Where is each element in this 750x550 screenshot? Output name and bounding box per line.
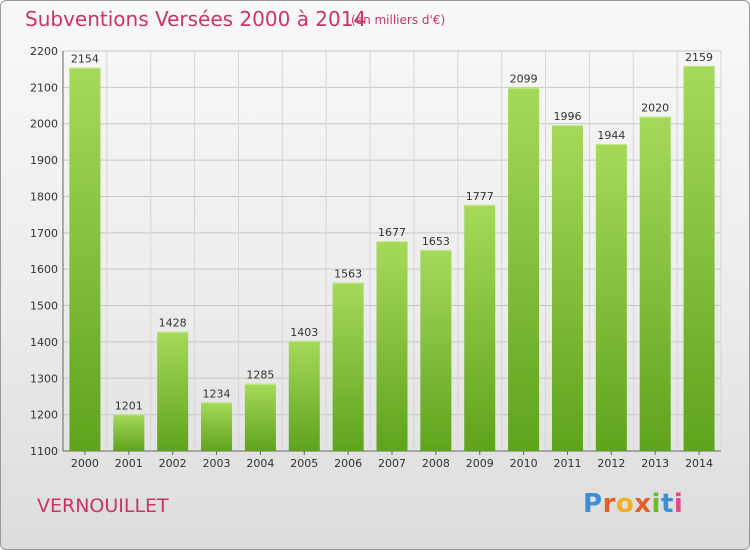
data-labels: 2154 1201 1428 1234 1285 1403 1563 1677 1653 1777… [71, 51, 713, 412]
y-tick-label: 1700 [30, 227, 58, 240]
x-tick-label: 2007 [378, 457, 406, 470]
data-label: 2099 [510, 73, 538, 86]
x-tick-label: 2013 [641, 457, 669, 470]
bar [69, 67, 101, 452]
data-label: 1677 [378, 226, 406, 239]
y-tick-label: 1800 [30, 190, 58, 203]
x-tick-label: 2002 [159, 457, 187, 470]
y-tick-label: 2000 [30, 118, 58, 131]
x-tick-label: 2001 [115, 457, 143, 470]
data-label: 1201 [115, 399, 143, 412]
x-tick-label: 2005 [290, 457, 318, 470]
y-tick-label: 1400 [30, 336, 58, 349]
x-tick-label: 2006 [334, 457, 362, 470]
bar [113, 414, 145, 451]
logo-letter: x [634, 489, 652, 519]
bar [201, 402, 233, 451]
y-tick-label: 1900 [30, 154, 58, 167]
y-tick-label: 1500 [30, 300, 58, 313]
data-label: 1944 [597, 129, 625, 142]
bar [376, 241, 408, 451]
bar [420, 249, 452, 451]
logo-letter: o [615, 489, 635, 519]
y-tick-label: 1300 [30, 372, 58, 385]
bar [157, 331, 189, 451]
x-tick-label: 2003 [203, 457, 231, 470]
y-tick-label: 1600 [30, 263, 58, 276]
bar [464, 204, 496, 451]
logo-letter: P [583, 489, 603, 519]
data-label: 1403 [290, 326, 318, 339]
logo-letter: t [660, 489, 674, 519]
proxiti-logo: Proxiti [583, 489, 683, 519]
x-tick-label: 2009 [466, 457, 494, 470]
bar [595, 144, 627, 451]
y-tick-label: 1200 [30, 409, 58, 422]
x-tick-label: 2008 [422, 457, 450, 470]
data-label: 1428 [159, 317, 187, 330]
logo-letter: i [673, 489, 684, 519]
data-label: 1563 [334, 268, 362, 281]
data-label: 2154 [71, 53, 99, 66]
bar [639, 116, 671, 452]
bar [332, 282, 364, 451]
bar [508, 87, 540, 452]
commune-name: VERNOUILLET [37, 495, 169, 517]
axes: 1100 1200 1300 1400 1500 1600 1700 1800 1900 2000… [30, 45, 721, 470]
data-label: 1996 [553, 110, 581, 123]
data-label: 2159 [685, 51, 713, 64]
x-tick-label: 2010 [510, 457, 538, 470]
bar [683, 65, 715, 451]
x-tick-label: 2011 [553, 457, 581, 470]
x-tick-label: 2004 [246, 457, 274, 470]
chart-subtitle: (en milliers d'€) [351, 13, 446, 27]
data-label: 1653 [422, 235, 450, 248]
bar [244, 383, 276, 451]
y-tick-label: 2200 [30, 45, 58, 58]
bars [69, 65, 715, 452]
x-tick-label: 2012 [597, 457, 625, 470]
logo-letter: i [651, 489, 661, 519]
data-label: 2020 [641, 101, 669, 114]
bar [288, 340, 320, 451]
data-label: 1234 [203, 387, 231, 400]
logo-letter: r [602, 489, 616, 519]
data-label: 1777 [466, 190, 494, 203]
y-tick-label: 1100 [30, 445, 58, 458]
chart-title: Subventions Versées 2000 à 2014 [25, 7, 367, 31]
x-tick-label: 2014 [685, 457, 713, 470]
y-tick-label: 2100 [30, 81, 58, 94]
x-tick-label: 2000 [71, 457, 99, 470]
data-label: 1285 [246, 369, 274, 382]
bar [551, 125, 583, 451]
